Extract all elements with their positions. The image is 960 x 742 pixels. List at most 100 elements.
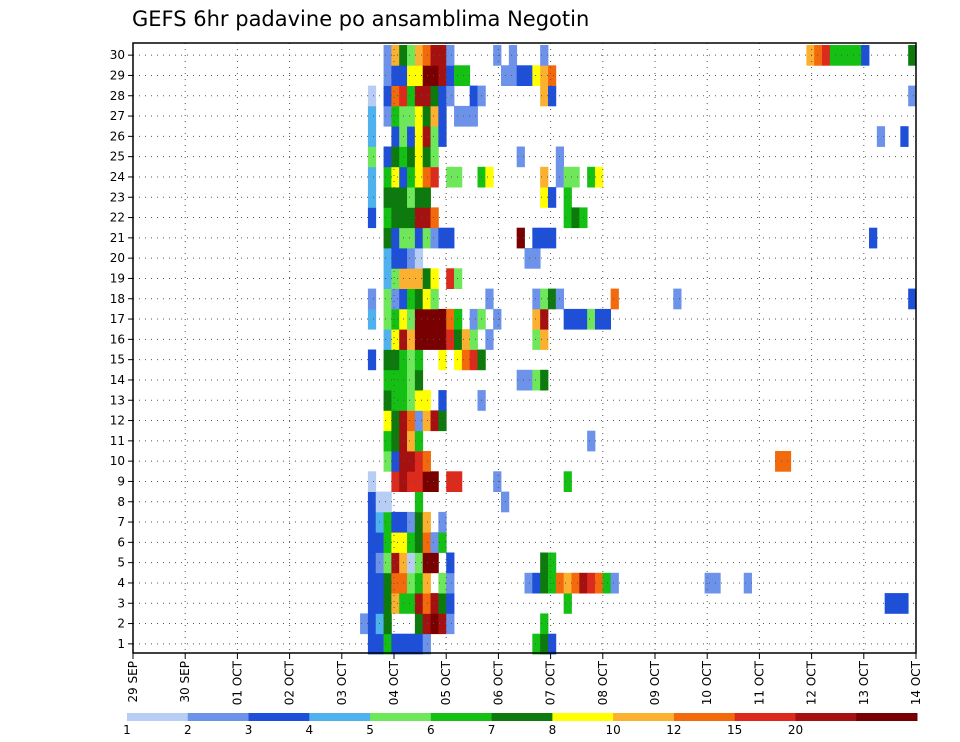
heat-cell bbox=[414, 572, 424, 594]
heat-cell bbox=[438, 329, 447, 350]
chart-title: GEFS 6hr padavine po ansamblima Negotin bbox=[132, 7, 589, 31]
heat-cell bbox=[367, 187, 377, 208]
x-tick-label: 02 OCT bbox=[283, 660, 297, 705]
legend-label: 8 bbox=[549, 723, 557, 737]
y-tick-label: 2 bbox=[117, 617, 125, 631]
heat-cell bbox=[367, 146, 377, 168]
heat-cell bbox=[712, 572, 721, 594]
heat-cell bbox=[532, 572, 541, 594]
legend-label: 10 bbox=[606, 723, 621, 737]
heat-cell bbox=[414, 248, 424, 269]
heat-cell bbox=[407, 511, 416, 533]
heat-cell bbox=[547, 227, 557, 249]
heat-cell bbox=[540, 369, 549, 391]
heat-cell bbox=[587, 572, 596, 594]
heat-cell bbox=[829, 45, 839, 66]
heat-cell bbox=[422, 329, 431, 350]
heat-cell bbox=[524, 65, 533, 86]
heat-cell bbox=[532, 227, 541, 249]
heat-cell bbox=[414, 268, 424, 289]
heat-cell bbox=[407, 390, 416, 411]
heat-cell bbox=[407, 308, 416, 330]
heat-cell bbox=[876, 126, 886, 147]
heat-cell bbox=[540, 227, 549, 249]
heat-cell bbox=[430, 207, 439, 229]
heat-cell bbox=[469, 329, 478, 350]
heat-cell bbox=[422, 187, 431, 208]
y-tick-label: 26 bbox=[110, 129, 125, 143]
heat-cell bbox=[524, 369, 533, 391]
y-tick-label: 1 bbox=[117, 637, 125, 651]
heat-cell bbox=[532, 288, 541, 310]
heat-cell bbox=[367, 532, 377, 553]
heat-cell bbox=[422, 552, 431, 574]
heat-cell bbox=[407, 126, 416, 147]
heat-cell bbox=[391, 85, 400, 107]
heat-cell bbox=[414, 491, 424, 513]
y-tick-label: 15 bbox=[110, 353, 125, 367]
heat-cell bbox=[571, 308, 580, 330]
heat-cell bbox=[430, 166, 439, 188]
heat-cell bbox=[430, 65, 439, 86]
heat-cell bbox=[540, 572, 549, 594]
heat-cell bbox=[367, 491, 377, 513]
heat-cell bbox=[594, 308, 604, 330]
y-tick-label: 13 bbox=[110, 393, 125, 407]
y-tick-label: 21 bbox=[110, 231, 125, 245]
x-tick-label: 07 OCT bbox=[544, 660, 558, 705]
heat-cell bbox=[806, 45, 815, 66]
x-tick-label: 29 SEP bbox=[126, 661, 140, 703]
heat-cell bbox=[587, 430, 596, 452]
heat-cell bbox=[446, 471, 455, 492]
heat-cell bbox=[391, 329, 400, 350]
heat-cell bbox=[547, 633, 557, 655]
heat-cell bbox=[383, 390, 392, 411]
heat-cell bbox=[563, 207, 572, 229]
heat-cell bbox=[422, 105, 431, 127]
heat-cell bbox=[610, 288, 619, 310]
heat-cell bbox=[414, 532, 424, 553]
heat-cell bbox=[461, 349, 471, 371]
x-tick-label: 11 OCT bbox=[752, 660, 766, 705]
heat-cell bbox=[430, 532, 439, 553]
heat-cell bbox=[540, 633, 549, 655]
heat-cell bbox=[775, 451, 784, 472]
heat-cell bbox=[446, 85, 455, 107]
heat-cell bbox=[587, 308, 596, 330]
heat-cell bbox=[367, 633, 377, 655]
heat-cell bbox=[367, 166, 377, 188]
heat-cell bbox=[602, 572, 612, 594]
heat-cell bbox=[407, 146, 416, 168]
heat-cell bbox=[610, 572, 619, 594]
heat-cell bbox=[367, 552, 377, 574]
heat-cell bbox=[407, 288, 416, 310]
heat-cell bbox=[383, 491, 392, 513]
heat-cell bbox=[485, 288, 494, 310]
heat-cell bbox=[430, 288, 439, 310]
heat-cell bbox=[704, 572, 713, 594]
heat-cell bbox=[438, 349, 447, 371]
heat-cell bbox=[391, 552, 400, 574]
heat-cell bbox=[438, 308, 447, 330]
heat-cell bbox=[438, 65, 447, 86]
heat-cell bbox=[414, 390, 424, 411]
heat-cell bbox=[853, 45, 862, 66]
y-tick-label: 10 bbox=[110, 454, 125, 468]
heat-cell bbox=[422, 146, 431, 168]
heat-cell bbox=[493, 45, 502, 66]
legend-label: 15 bbox=[727, 723, 742, 737]
heat-cell bbox=[430, 146, 439, 168]
heat-cell bbox=[454, 329, 463, 350]
heat-cell bbox=[407, 187, 416, 208]
heat-cell bbox=[422, 451, 431, 472]
y-tick-label: 5 bbox=[117, 556, 125, 570]
heat-cell bbox=[407, 349, 416, 371]
heat-cell bbox=[414, 471, 424, 492]
heat-cell bbox=[414, 552, 424, 574]
x-tick-label: 10 OCT bbox=[700, 660, 714, 705]
heat-cell bbox=[446, 552, 455, 574]
heat-cell bbox=[454, 308, 463, 330]
x-tick-label: 06 OCT bbox=[491, 660, 505, 705]
legend-swatch bbox=[430, 713, 493, 721]
heat-cell bbox=[407, 85, 416, 107]
